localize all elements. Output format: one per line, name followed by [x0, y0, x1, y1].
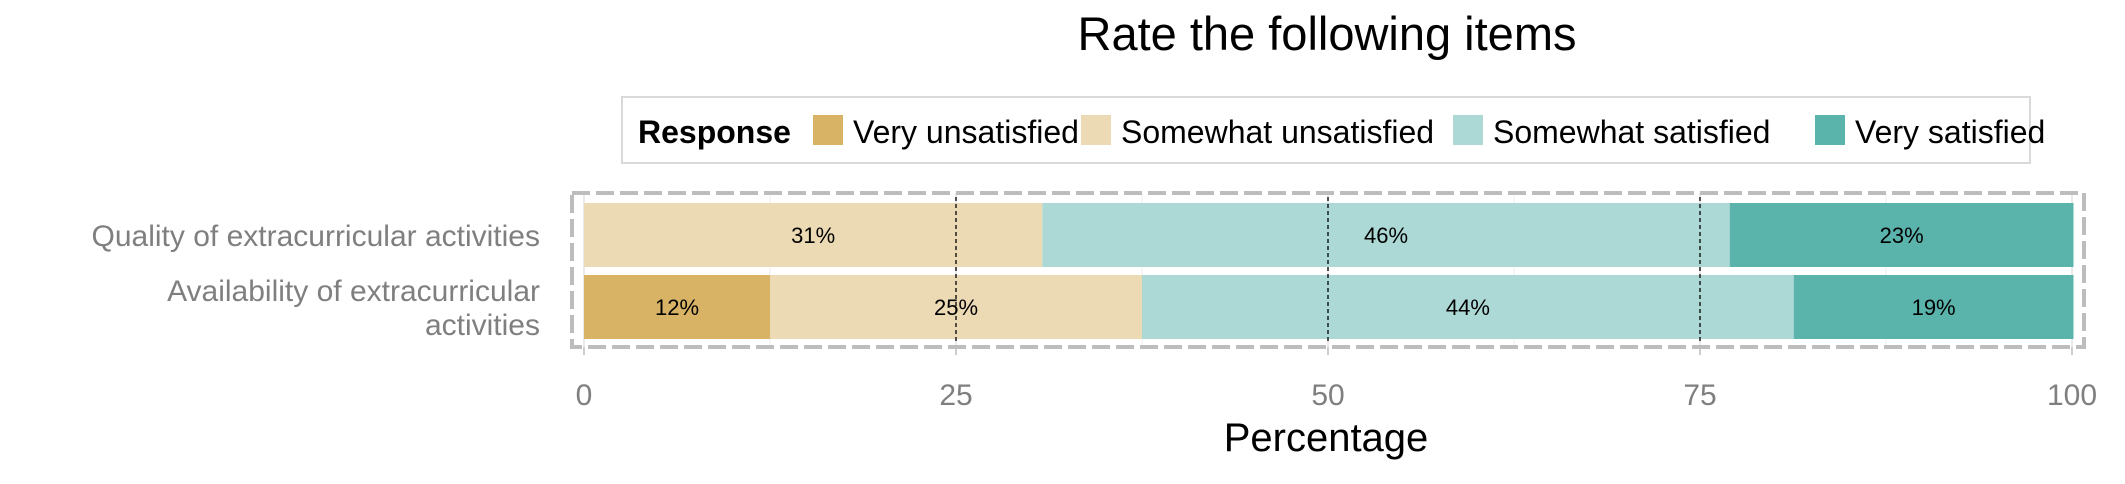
legend-title: Response	[638, 114, 791, 150]
x-tick-label: 0	[576, 379, 593, 412]
bar-segment	[1142, 275, 1794, 339]
plot-frame-outline	[570, 191, 2086, 349]
data-label: 44%	[1446, 295, 1490, 320]
bar-segment	[1042, 203, 1730, 267]
legend-label: Somewhat unsatisfied	[1121, 114, 1434, 150]
bar-segment	[1729, 203, 2074, 267]
data-label: 46%	[1364, 223, 1408, 248]
data-label: 31%	[791, 223, 835, 248]
data-label: 25%	[934, 295, 978, 320]
bar-segment	[770, 275, 1142, 339]
x-axis-title: Percentage	[1224, 416, 1429, 460]
data-label: 23%	[1880, 223, 1924, 248]
reference-lines	[955, 197, 1701, 343]
legend-swatch	[1815, 115, 1845, 145]
x-tick-label: 100	[2047, 379, 2097, 412]
data-label: 19%	[1912, 295, 1956, 320]
legend-label: Very satisfied	[1855, 114, 2045, 150]
x-tick-label: 75	[1683, 379, 1716, 412]
legend-swatch	[1081, 115, 1111, 145]
plot-area: 31% 46% 23% 12% 25% 44% 19%	[570, 191, 2086, 349]
category-label: activities	[425, 309, 540, 342]
category-label: Availability of extracurricular	[167, 275, 540, 308]
bar-segment	[1793, 275, 2074, 339]
x-axis-ticks: 0 25 50 75 100	[576, 347, 2097, 412]
bar-segment	[584, 275, 770, 339]
legend-label: Somewhat satisfied	[1493, 114, 1770, 150]
data-label: 12%	[655, 295, 699, 320]
category-labels: Quality of extracurricular activities Ava…	[92, 220, 540, 342]
bar-segment	[584, 203, 1043, 267]
x-tick-label: 50	[1311, 379, 1344, 412]
legend-items: Very unsatisfied Somewhat unsatisfied Some…	[813, 114, 2045, 150]
chart-title: Rate the following items	[1078, 7, 1577, 60]
data-labels: 31% 46% 23% 12% 25% 44% 19%	[655, 223, 1956, 320]
legend: Response Very unsatisfied Somewhat unsati…	[621, 96, 2045, 164]
legend-box	[621, 96, 2031, 164]
bars	[584, 203, 2074, 339]
legend-swatch	[813, 115, 843, 145]
category-label: Quality of extracurricular activities	[92, 220, 540, 253]
legend-swatch	[1453, 115, 1483, 145]
plot-frame	[570, 191, 2086, 349]
x-tick-label: 25	[939, 379, 972, 412]
legend-label: Very unsatisfied	[853, 114, 1079, 150]
